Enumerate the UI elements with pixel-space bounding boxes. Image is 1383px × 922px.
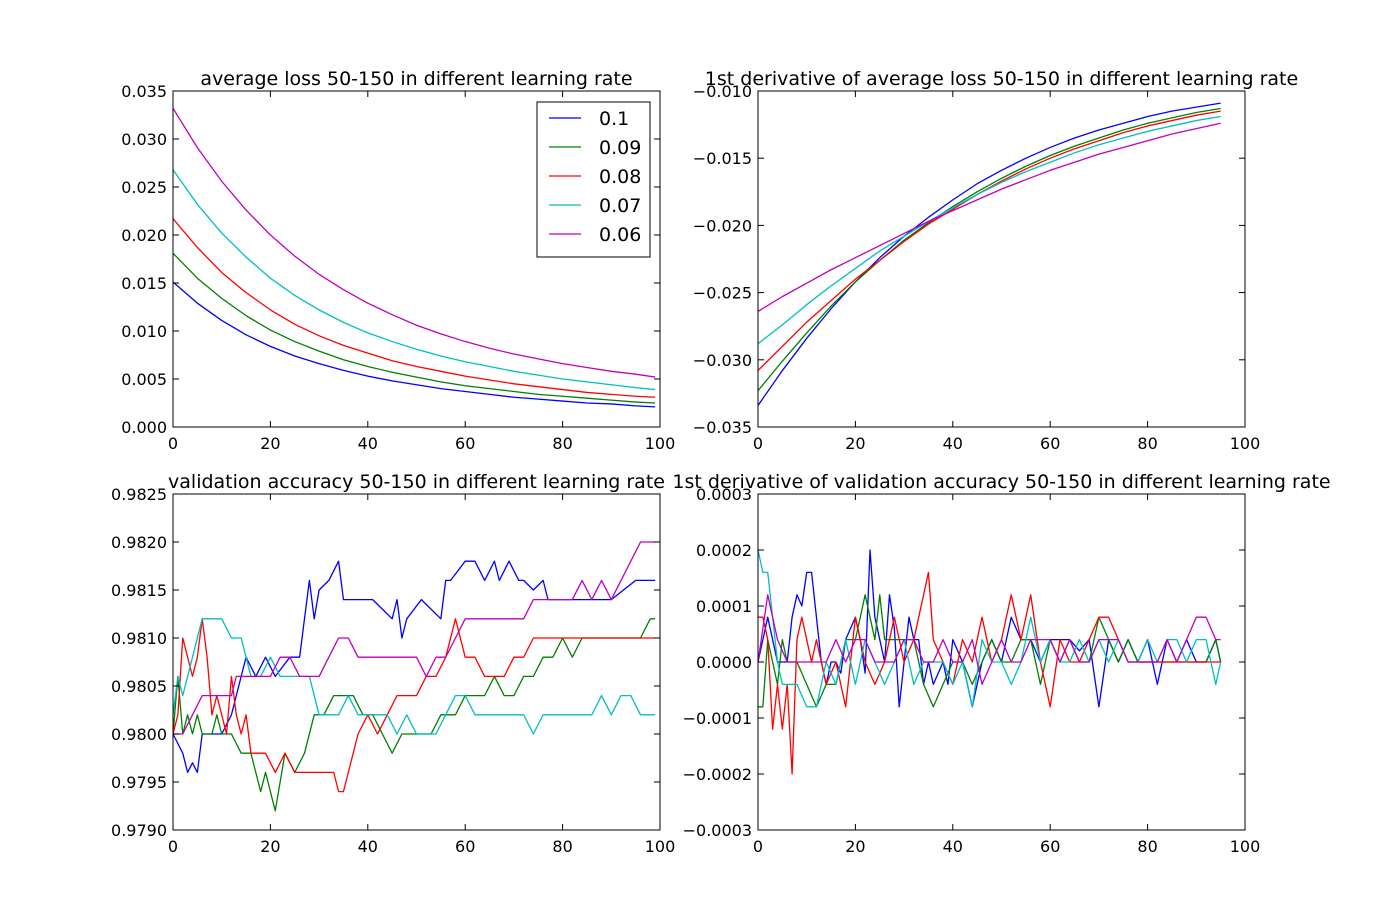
series-line (758, 594, 1221, 686)
plot-frame (172, 90, 661, 428)
series-line (758, 122, 1221, 312)
series-line (173, 618, 656, 735)
plot-frame (757, 90, 1246, 428)
x-tick-label: 100 (1230, 434, 1261, 453)
subplot-2: 0 20 40 60 80 100 −0.035 −0.030 −0.025 −0.020 −0.0… (693, 68, 1298, 453)
y-tick-label: 0.000 (121, 418, 167, 437)
chart-title: 1st derivative of validation accuracy 50… (672, 471, 1330, 493)
x-tick-label: 80 (1137, 434, 1157, 453)
series-line (758, 549, 1222, 708)
x-tick-label: 40 (943, 434, 963, 453)
series-group (173, 541, 656, 812)
series-line (173, 541, 656, 735)
y-tick-label: −0.010 (693, 82, 752, 101)
y-tick-label: −0.030 (693, 351, 752, 370)
x-tick-label: 40 (943, 837, 963, 856)
x-tick-label: 20 (260, 837, 280, 856)
plot-frame (172, 493, 661, 831)
chart-title: validation accuracy 50-150 in different … (168, 471, 665, 493)
legend-label: 0.07 (599, 195, 641, 217)
y-tick-label: 0.015 (121, 274, 167, 293)
y-tick-label: 0.9800 (111, 725, 167, 744)
series-line (173, 252, 656, 404)
x-tick-label: 60 (1040, 434, 1060, 453)
y-tick-label: 0.9820 (111, 533, 167, 552)
y-tick-label: −0.015 (693, 149, 752, 168)
x-tick-label: 0 (168, 837, 178, 856)
y-tick-label: 0.030 (121, 130, 167, 149)
series-line (758, 549, 1222, 708)
x-tick-label: 100 (645, 837, 676, 856)
legend-box (536, 101, 651, 258)
y-tick-label: 0.9790 (111, 821, 167, 840)
series-line (758, 102, 1221, 406)
series-line (173, 618, 656, 793)
series-line (758, 571, 1221, 775)
y-tick-label: 0.0003 (696, 485, 752, 504)
y-tick-label: 0.0002 (696, 541, 752, 560)
x-tick-label: 60 (1040, 837, 1060, 856)
series-line (173, 281, 656, 408)
chart-title: average loss 50-150 in different learnin… (200, 68, 632, 90)
x-tick-label: 0 (753, 434, 763, 453)
legend-label: 0.1 (599, 108, 629, 130)
legend-label: 0.09 (599, 137, 641, 159)
y-tick-label: 0.005 (121, 370, 167, 389)
series-line (173, 107, 656, 378)
x-tick-label: 20 (260, 434, 280, 453)
y-tick-label: 0.9815 (111, 581, 167, 600)
y-tick-label: 0.020 (121, 226, 167, 245)
series-line (758, 115, 1221, 345)
y-tick-label: 0.9825 (111, 485, 167, 504)
x-tick-label: 60 (455, 434, 475, 453)
x-tick-label: 80 (552, 434, 572, 453)
series-line (173, 218, 656, 398)
series-line (758, 110, 1221, 372)
series-group (758, 549, 1222, 775)
y-tick-label: 0.0001 (696, 597, 752, 616)
x-tick-label: 100 (645, 434, 676, 453)
series-group (173, 107, 656, 408)
subplot-3: 0 20 40 60 80 100 0.9790 0.9795 0.9800 0.9805 0.98… (111, 471, 675, 856)
series-line (173, 169, 656, 391)
subplot-1: 0 20 40 60 80 100 0.000 0.005 0.010 0.015 0.020 0.0… (121, 68, 675, 453)
x-tick-label: 60 (455, 837, 475, 856)
y-tick-label: −0.035 (693, 418, 752, 437)
y-tick-label: 0.9795 (111, 773, 167, 792)
series-line (758, 107, 1221, 392)
x-tick-label: 0 (168, 434, 178, 453)
legend: 0.1 0.09 0.08 0.07 0.06 (536, 101, 651, 258)
y-tick-label: −0.0002 (683, 765, 752, 784)
y-tick-label: −0.0001 (683, 709, 752, 728)
y-tick-label: 0.9805 (111, 677, 167, 696)
subplot-4: 0 20 40 60 80 100 −0.0003 −0.0002 −0.0001 0.0000 0… (672, 471, 1330, 856)
series-group (758, 102, 1221, 406)
x-tick-label: 80 (1137, 837, 1157, 856)
legend-label: 0.06 (599, 224, 641, 246)
x-tick-label: 40 (358, 837, 378, 856)
y-tick-label: 0.025 (121, 178, 167, 197)
x-tick-label: 40 (358, 434, 378, 453)
series-line (173, 618, 656, 812)
y-tick-label: −0.025 (693, 284, 752, 303)
x-tick-label: 0 (753, 837, 763, 856)
x-tick-label: 20 (845, 434, 865, 453)
y-tick-label: 0.010 (121, 322, 167, 341)
x-tick-label: 80 (552, 837, 572, 856)
series-line (173, 560, 656, 774)
x-tick-label: 100 (1230, 837, 1261, 856)
legend-label: 0.08 (599, 166, 641, 188)
y-tick-label: 0.0000 (696, 653, 752, 672)
y-tick-label: 0.035 (121, 82, 167, 101)
y-tick-label: 0.9810 (111, 629, 167, 648)
x-tick-label: 20 (845, 837, 865, 856)
y-tick-label: −0.0003 (683, 821, 752, 840)
chart-title: 1st derivative of average loss 50-150 in… (705, 68, 1298, 90)
y-tick-label: −0.020 (693, 216, 752, 235)
